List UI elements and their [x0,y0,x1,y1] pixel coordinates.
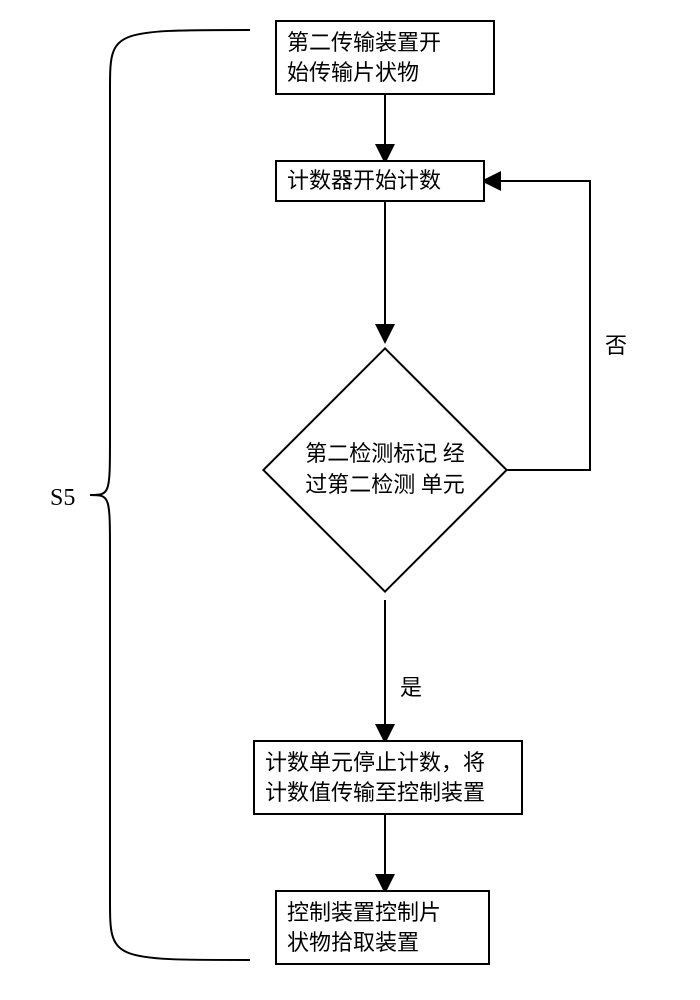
step-counter-start-text: 计数器开始计数 [287,166,441,196]
step-start-transfer: 第二传输装置开 始传输片状物 [275,20,495,95]
step-start-transfer-text: 第二传输装置开 始传输片状物 [287,28,441,87]
step-counter-start: 计数器开始计数 [275,160,485,202]
step-counter-stop-text: 计数单元停止计数，将 计数值传输至控制装置 [265,748,485,807]
step-control-pickup-text: 控制装置控制片 状物拾取装置 [287,898,441,957]
decision-second-mark: 第二检测标记 经过第二检测 单元 [265,350,505,590]
step-counter-stop: 计数单元停止计数，将 计数值传输至控制装置 [253,740,523,815]
brace-label-text: S5 [50,485,75,511]
decision-second-mark-text: 第二检测标记 经过第二检测 单元 [295,439,475,501]
brace-label: S5 [50,485,75,512]
edge-label-no: 否 [605,328,627,360]
flowchart-canvas: S5 第二传输装置开 始传输片状物 计数器开始计数 第二检测标记 经过第二检测 … [0,0,700,1000]
step-control-pickup: 控制装置控制片 状物拾取装置 [275,890,490,965]
edge-label-yes: 是 [400,670,422,702]
